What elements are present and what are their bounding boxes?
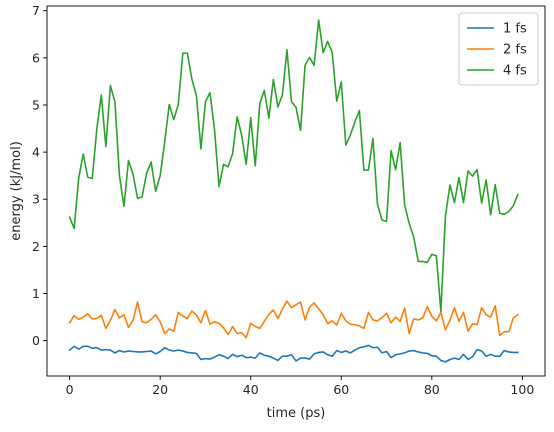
y-tick-label: 0 [32, 333, 40, 348]
y-tick-label: 3 [32, 192, 40, 207]
y-tick-label: 1 [32, 286, 40, 301]
y-tick-label: 5 [32, 97, 40, 112]
y-tick-label: 4 [32, 145, 40, 160]
x-tick-label: 100 [510, 382, 534, 397]
x-axis-label: time (ps) [267, 406, 326, 421]
y-axis-label: energy (kJ/mol) [9, 141, 24, 241]
x-tick-label: 0 [66, 382, 74, 397]
series-line-1 [68, 344, 519, 363]
legend-label-3: 4 fs [503, 64, 527, 79]
axes-frame [46, 5, 546, 377]
legend-label-1: 1 fs [503, 22, 527, 37]
y-tick-label: 6 [32, 50, 40, 65]
series-line-3 [68, 19, 519, 313]
legend: 1 fs 2 fs 4 fs [458, 12, 539, 86]
y-tick-label: 7 [32, 3, 40, 18]
y-axis: 0 1 2 3 4 5 6 7 [32, 3, 47, 348]
x-tick-label: 60 [333, 382, 349, 397]
legend-label-2: 2 fs [503, 43, 527, 58]
legend-box [458, 12, 539, 86]
y-tick-label: 2 [32, 239, 40, 254]
x-tick-label: 20 [152, 382, 168, 397]
x-tick-label: 80 [424, 382, 440, 397]
x-axis: 0 20 40 60 80 100 [66, 376, 534, 397]
series-layer [68, 19, 519, 363]
axes-spines [46, 5, 546, 377]
x-tick-label: 40 [243, 382, 259, 397]
series-line-2 [68, 300, 519, 339]
